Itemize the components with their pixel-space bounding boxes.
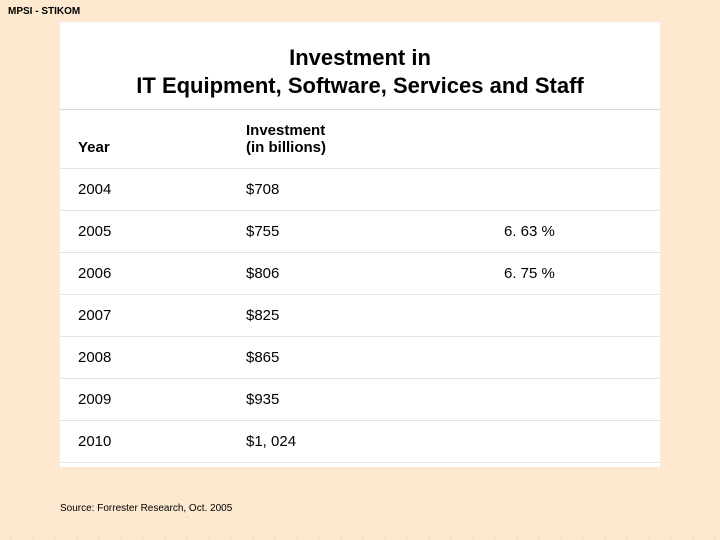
investment-table: Year Investment (in billions) 2004 $708 … [60,110,660,463]
cell-year: 2004 [60,169,228,211]
table-row: 2010 $1, 024 [60,421,660,463]
table-header-row: Year Investment (in billions) [60,110,660,169]
cell-investment: $825 [228,295,444,337]
cell-year: 2006 [60,253,228,295]
cell-pct [444,421,660,463]
cell-investment: $935 [228,379,444,421]
col-header-year: Year [60,110,228,169]
cell-pct [444,337,660,379]
cell-pct: 6. 63 % [444,211,660,253]
col-header-investment: Investment (in billions) [228,110,444,169]
cell-investment: $755 [228,211,444,253]
title-line-2: IT Equipment, Software, Services and Sta… [136,73,583,98]
table-row: 2004 $708 [60,169,660,211]
content-card: Investment in IT Equipment, Software, Se… [60,22,660,467]
cell-investment: $865 [228,337,444,379]
cell-year: 2009 [60,379,228,421]
cell-pct [444,169,660,211]
cell-pct [444,379,660,421]
cell-investment: $1, 024 [228,421,444,463]
table-row: 2008 $865 [60,337,660,379]
cell-year: 2005 [60,211,228,253]
table-row: 2006 $806 6. 75 % [60,253,660,295]
cell-year: 2008 [60,337,228,379]
cell-year: 2010 [60,421,228,463]
cell-pct [444,295,660,337]
table-row: 2009 $935 [60,379,660,421]
title-line-1: Investment in [289,45,431,70]
col-header-pct [444,110,660,169]
cell-year: 2007 [60,295,228,337]
table-row: 2007 $825 [60,295,660,337]
col-header-investment-line2: (in billions) [246,139,326,156]
cell-investment: $708 [228,169,444,211]
cell-pct: 6. 75 % [444,253,660,295]
cell-investment: $806 [228,253,444,295]
source-citation: Source: Forrester Research, Oct. 2005 [60,503,232,514]
slide-title: Investment in IT Equipment, Software, Se… [60,40,660,110]
col-header-investment-line1: Investment [246,122,325,139]
table-row: 2005 $755 6. 63 % [60,211,660,253]
slide-header-label: MPSI - STIKOM [8,6,80,17]
